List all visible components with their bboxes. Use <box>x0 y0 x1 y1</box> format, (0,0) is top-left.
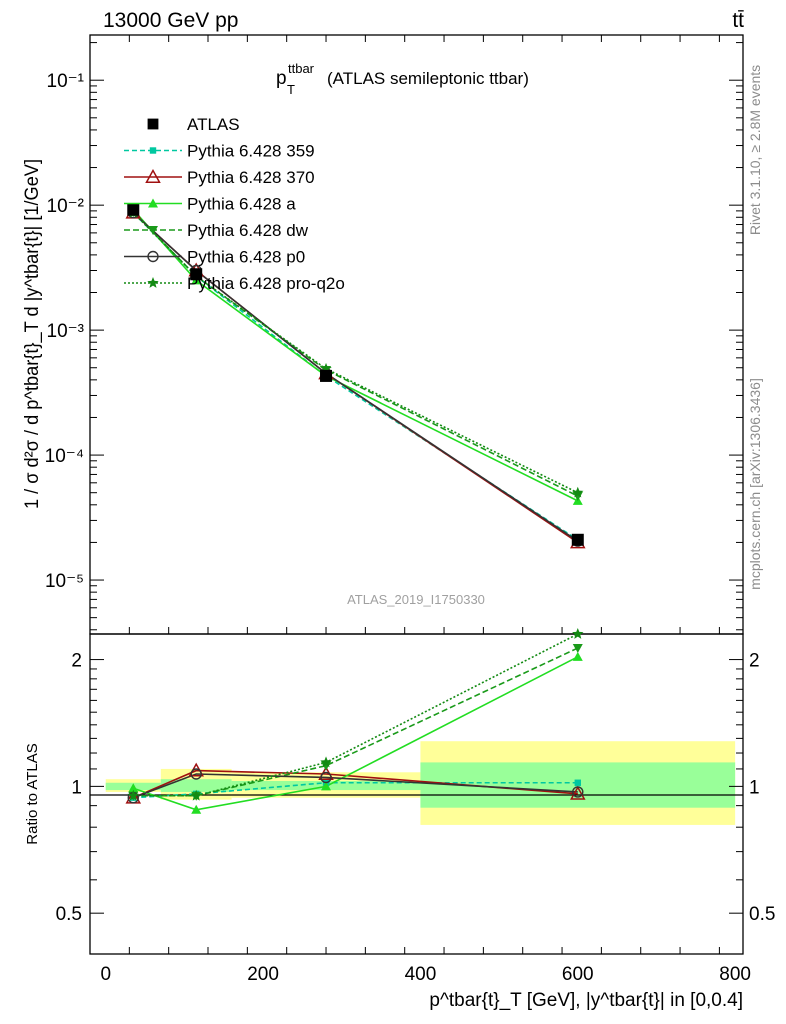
atlas-data-point-2 <box>320 369 333 382</box>
main-y-tick-label: 10⁻⁵ <box>45 571 84 592</box>
plot-title-symbol: p <box>276 68 287 89</box>
ratio-series-line-5 <box>133 633 579 797</box>
legend-marker-6 <box>147 277 159 288</box>
main-series-line-3 <box>132 211 579 497</box>
legend-label-0: ATLAS <box>187 115 240 134</box>
analysis-watermark: ATLAS_2019_I1750330 <box>347 592 485 607</box>
ratio-plot-frame <box>89 633 744 955</box>
ratio-y-axis-label: Ratio to ATLAS <box>24 743 41 844</box>
rivet-version-label: Rivet 3.1.10, ≥ 2.8M events <box>747 65 763 235</box>
ratio-series-2-point-3 <box>572 651 583 661</box>
ratio-series-2-point-1 <box>191 804 202 814</box>
ratio-series-5-point-3 <box>572 628 584 639</box>
x-tick-label: 600 <box>562 964 594 985</box>
main-series-5-point-3 <box>572 486 584 498</box>
mcplots-credit-text: mcplots.cern.ch [arXiv:1306.3436] <box>747 378 763 590</box>
ratio-y-tick-label-right: 1 <box>749 777 760 798</box>
atlas-data-point-3 <box>571 533 584 546</box>
ratio-y-tick-label-left: 1 <box>71 777 82 798</box>
legend-marker-0 <box>147 118 159 130</box>
ratio-y-tick-label-left: 0.5 <box>56 904 82 925</box>
ratio-y-tick-label-right: 2 <box>749 651 760 672</box>
main-y-tick-label: 10⁻² <box>47 196 85 217</box>
ratio-y-axis-label-text: Ratio to ATLAS <box>24 743 41 844</box>
legend-marker-3 <box>148 198 158 208</box>
ratio-series-5-point-1 <box>190 789 202 801</box>
ratio-stat-band-1 <box>160 779 232 792</box>
x-axis-label: p^tbar{t}_T [GeV], |y^tbar{t}| in [0,0.4… <box>429 990 743 1011</box>
ratio-series-line-2 <box>133 656 579 811</box>
plot-title: p T ttbar (ATLAS semileptonic ttbar) <box>276 61 529 97</box>
ratio-y-tick-label-left: 2 <box>71 651 82 672</box>
ratio-series-1-point-3 <box>570 785 586 800</box>
x-tick-label: 800 <box>719 964 751 985</box>
x-tick-label: 0 <box>100 964 111 985</box>
legend-label-1: Pythia 6.428 359 <box>187 142 315 161</box>
ratio-series-2-point-0 <box>128 783 139 793</box>
header-energy-label: 13000 GeV pp <box>103 9 238 32</box>
legend-label-3: Pythia 6.428 a <box>187 195 296 214</box>
series-markers <box>125 203 586 814</box>
ratio-series-5-point-2 <box>320 756 332 768</box>
main-y-axis-label: 1 / σ d²σ / d p^tbar{t}_T d |y^tbar{t}| … <box>22 159 43 509</box>
legend: ATLAS Pythia 6.428 359 Pythia 6.428 370 Pyt… <box>124 115 345 293</box>
main-series-5-point-2 <box>320 362 332 374</box>
atlas-data-point-1 <box>190 268 203 281</box>
ratio-series-3-point-3 <box>572 644 583 654</box>
series-lines <box>132 209 579 811</box>
main-y-tick-label: 10⁻⁴ <box>45 446 84 467</box>
ratio-series-4-point-1 <box>190 768 202 780</box>
ratio-series-2-point-2 <box>321 781 332 791</box>
x-tick-label: 200 <box>247 964 279 985</box>
main-series-line-5 <box>132 212 579 494</box>
legend-label-4: Pythia 6.428 dw <box>187 221 309 240</box>
ratio-series-4-point-3 <box>572 786 584 798</box>
plot-title-superscript: ttbar <box>288 61 315 76</box>
ratio-series-line-4 <box>132 773 578 799</box>
plot-title-subscript: T <box>287 82 295 97</box>
main-y-tick-label: 10⁻¹ <box>47 71 85 92</box>
legend-label-2: Pythia 6.428 370 <box>187 168 315 187</box>
atlas-data-point-0 <box>127 203 140 216</box>
mcplots-credit-label: mcplots.cern.ch [arXiv:1306.3436] <box>747 378 763 590</box>
legend-marker-5 <box>147 250 159 263</box>
legend-marker-1 <box>149 147 157 154</box>
axis-ticks: 10⁻⁵ 10⁻⁴ 10⁻³ 10⁻² 10⁻¹ 0.5 0.5 1 1 2 2 0 200 400 600… <box>45 35 775 985</box>
x-tick-label: 400 <box>405 964 437 985</box>
ratio-series-0-point-3 <box>574 779 581 786</box>
legend-label-6: Pythia 6.428 pro-q2o <box>187 274 345 293</box>
main-y-tick-label: 10⁻³ <box>47 321 85 342</box>
ratio-series-4-point-2 <box>320 771 332 784</box>
rivet-version-text: Rivet 3.1.10, ≥ 2.8M events <box>747 65 763 235</box>
legend-marker-4 <box>148 226 158 235</box>
ratio-y-tick-label-right: 0.5 <box>749 904 775 925</box>
ratio-series-line-0 <box>133 781 578 799</box>
ratio-series-line-3 <box>133 647 579 797</box>
header-process-label: tt̄ <box>732 9 744 32</box>
main-y-axis-label-text: 1 / σ d²σ / d p^tbar{t}_T d |y^tbar{t}| … <box>22 159 43 509</box>
legend-label-5: Pythia 6.428 p0 <box>187 248 305 267</box>
ratio-series-5-point-0 <box>127 789 139 801</box>
legend-marker-2 <box>145 168 161 183</box>
plot-title-text: (ATLAS semileptonic ttbar) <box>327 69 529 88</box>
